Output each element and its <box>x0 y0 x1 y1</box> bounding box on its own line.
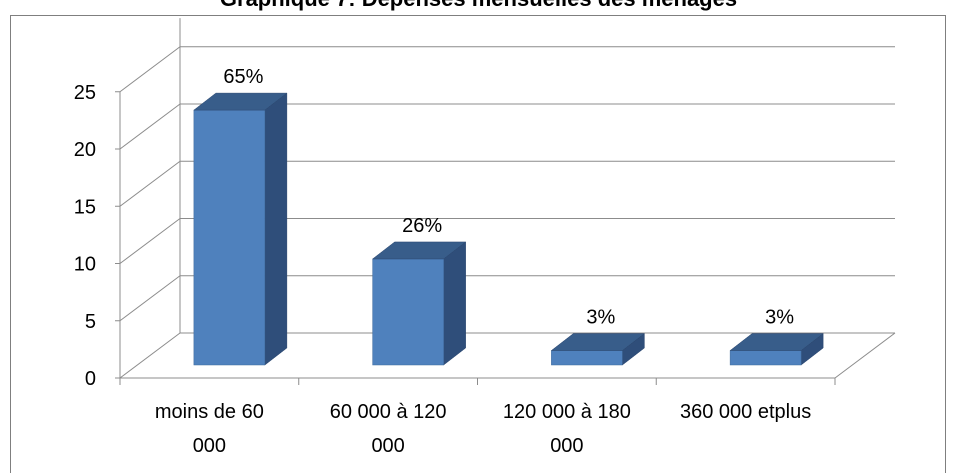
x-tick-label: moins de 60 <box>155 401 264 423</box>
floor-edge <box>834 332 896 379</box>
bar-side <box>443 241 466 366</box>
bar-front <box>729 350 802 366</box>
bar <box>371 241 467 366</box>
chart-title: Graphique 7: Dépenses mensuelles des mén… <box>0 0 957 12</box>
data-label: 65% <box>223 66 263 88</box>
x-tick-label: 120 000 à 180 <box>503 401 631 423</box>
x-tick-label: 000 <box>550 435 583 457</box>
bar-front <box>372 258 444 366</box>
y-tick-label: 10 <box>74 254 96 276</box>
gridline-depth <box>119 103 181 150</box>
bar <box>193 92 288 366</box>
gridline-depth <box>119 218 181 264</box>
bar-side <box>264 92 288 366</box>
bar-top <box>193 92 288 111</box>
bar-front <box>193 109 266 366</box>
y-tick-label: 20 <box>74 139 96 161</box>
gridline-depth <box>119 46 181 93</box>
bar-top <box>371 241 467 260</box>
gridline-depth <box>119 275 181 322</box>
x-tick-label: 60 000 à 120 <box>330 401 447 423</box>
data-label: 26% <box>402 215 442 237</box>
bar-top <box>729 333 824 351</box>
y-tick-label: 25 <box>74 82 96 104</box>
bar-top <box>550 333 646 351</box>
x-tick-label: 000 <box>371 435 404 457</box>
x-tick-label: 360 000 etplus <box>680 401 811 423</box>
chart-border <box>10 15 946 473</box>
y-tick-label: 0 <box>85 368 96 390</box>
data-label: 3% <box>765 307 794 329</box>
bar <box>729 333 824 366</box>
gridline-depth <box>119 160 181 207</box>
x-tick-label: 000 <box>193 435 226 457</box>
y-tick-label: 5 <box>85 311 96 333</box>
y-tick-label: 15 <box>74 196 96 218</box>
gridline-depth <box>119 332 181 379</box>
bar-front <box>551 350 623 366</box>
data-label: 3% <box>586 307 615 329</box>
bar <box>550 333 646 366</box>
